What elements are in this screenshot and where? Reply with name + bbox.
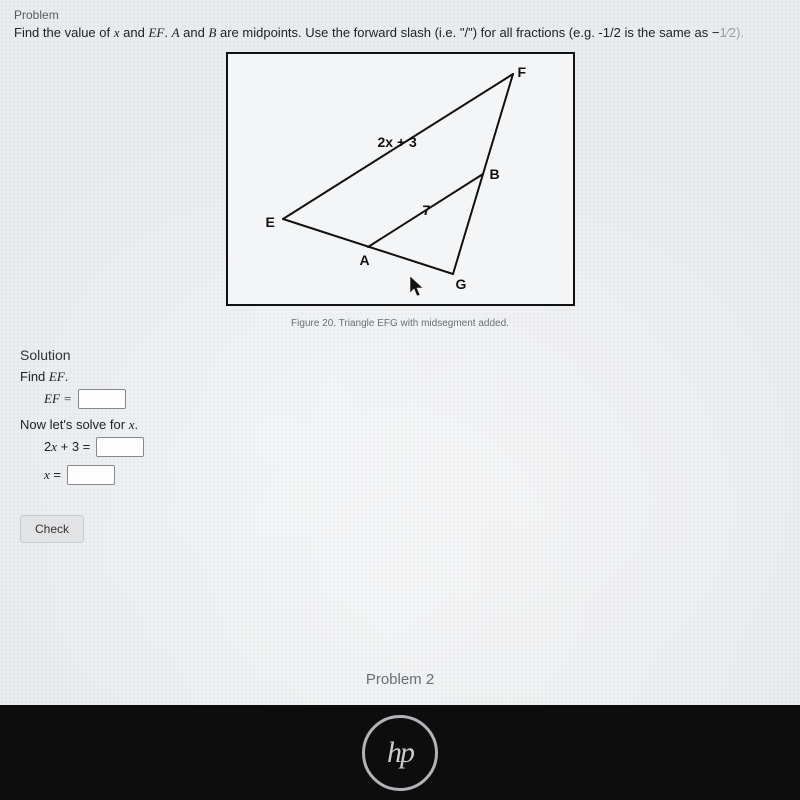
label-F: F [518, 64, 527, 80]
prompt-frac: 1⁄2 [719, 25, 736, 40]
prompt-text: and [120, 25, 149, 40]
cutoff-heading: Problem [14, 8, 786, 22]
label-2x3: 2x + 3 [378, 134, 417, 150]
solution-block: Solution Find EF. EF = Now let's solve f… [20, 347, 786, 543]
now-solve-text: Now let's solve for x. [20, 417, 138, 432]
prompt-text: Find the value of [14, 25, 114, 40]
label-B: B [490, 166, 500, 182]
figure-wrap: E F G A B 2x + 3 7 [14, 52, 786, 306]
input-ef[interactable] [78, 389, 126, 409]
solution-find-ef: Find EF. [20, 369, 786, 385]
figure-box: E F G A B 2x + 3 7 [226, 52, 575, 306]
hp-logo: hp [362, 715, 438, 791]
problem-prompt: Find the value of x and EF. A and B are … [14, 24, 786, 42]
cursor-icon [410, 276, 428, 300]
label-7: 7 [423, 202, 431, 218]
label-G: G [456, 276, 467, 292]
eq-ef-lhs: EF = [44, 391, 72, 407]
solution-heading: Solution [20, 347, 786, 363]
label-A: A [360, 252, 370, 268]
find-ef-text: Find EF. [20, 369, 68, 384]
eq-2x3-lhs: 2x + 3 = [44, 439, 90, 455]
problem-2-heading: Problem 2 [0, 671, 800, 688]
label-E: E [266, 214, 275, 230]
var-a: A [172, 25, 180, 40]
solution-now-solve: Now let's solve for x. [20, 417, 786, 433]
check-button[interactable]: Check [20, 515, 84, 543]
input-x[interactable] [67, 465, 115, 485]
prompt-text: and [180, 25, 209, 40]
laptop-bezel: hp [0, 705, 800, 800]
var-ef: EF [148, 25, 164, 40]
content-area: Problem Find the value of x and EF. A an… [0, 0, 800, 543]
figure-caption: Figure 20. Triangle EFG with midsegment … [14, 318, 786, 329]
eq-x-lhs: x = [44, 467, 61, 483]
eq-x: x = [44, 465, 786, 485]
prompt-text: . [164, 25, 171, 40]
triangle-svg [228, 54, 573, 304]
eq-2x3: 2x + 3 = [44, 437, 786, 457]
prompt-end: ). [736, 25, 744, 40]
eq-ef: EF = [44, 389, 786, 409]
input-2x3[interactable] [96, 437, 144, 457]
prompt-text: are midpoints. Use the forward slash (i.… [216, 25, 719, 40]
